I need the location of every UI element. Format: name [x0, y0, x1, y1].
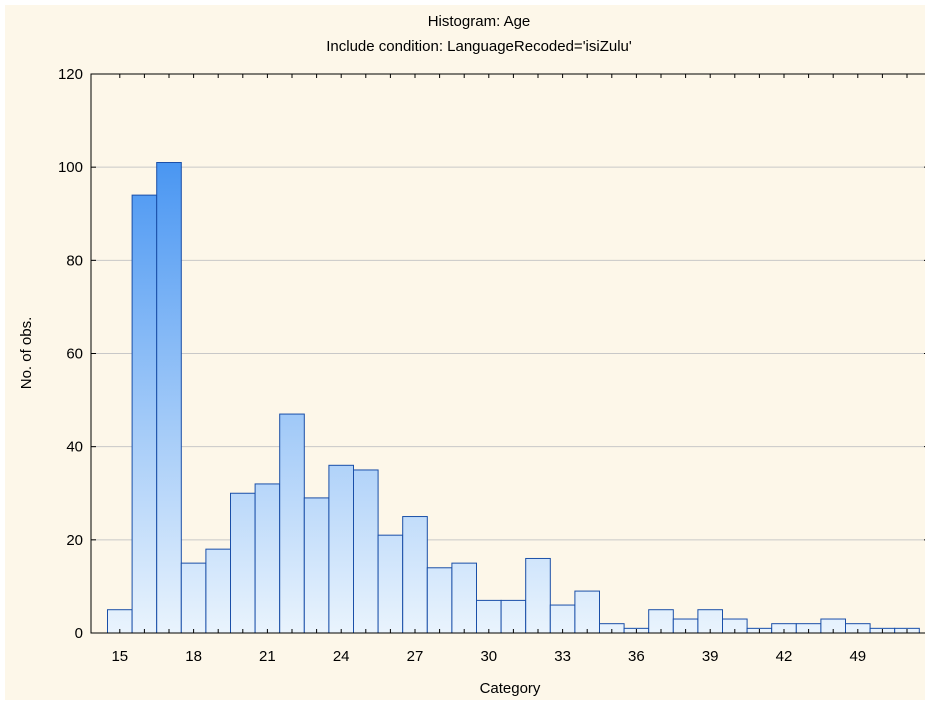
histogram-bar — [451, 562, 477, 634]
x-tick-label: 15 — [111, 648, 128, 665]
grid-lines — [91, 166, 925, 541]
y-tick-label: 60 — [66, 346, 83, 363]
histogram-chart: Histogram: Age Include condition: Langua… — [18, 13, 925, 697]
histogram-bar — [426, 567, 453, 634]
x-tick-label: 49 — [849, 648, 866, 665]
histogram-bar — [377, 534, 404, 634]
histogram-bar — [254, 483, 281, 634]
y-tick-label: 20 — [66, 532, 83, 549]
histogram-bar — [574, 590, 601, 634]
histogram-bar — [525, 557, 551, 634]
histogram-bar — [131, 194, 158, 634]
x-tick-label: 27 — [407, 648, 424, 665]
y-axis-title: No. of obs. — [18, 317, 35, 390]
x-tick-label: 30 — [480, 648, 497, 665]
chart-subtitle: Include condition: LanguageRecoded='isiZ… — [326, 38, 632, 55]
y-tick-label: 100 — [58, 159, 83, 176]
y-tick-label: 80 — [66, 252, 83, 269]
histogram-bar — [156, 162, 182, 634]
histogram-bar — [180, 562, 207, 634]
x-tick-label: 39 — [702, 648, 719, 665]
chart-frame: Histogram: Age Include condition: Langua… — [5, 5, 925, 700]
histogram-bar — [328, 464, 354, 634]
histogram-bar — [279, 413, 305, 634]
histogram-bar — [476, 599, 502, 634]
x-axis-title: Category — [480, 680, 541, 697]
x-tick-label: 36 — [628, 648, 645, 665]
histogram-bar — [353, 469, 379, 634]
histogram-bar — [402, 516, 428, 634]
x-tick-label: 42 — [776, 648, 793, 665]
bars — [107, 162, 920, 634]
x-tick-label: 18 — [185, 648, 202, 665]
x-tick-label: 33 — [554, 648, 571, 665]
histogram-bar — [205, 548, 231, 634]
y-tick-label: 40 — [66, 439, 83, 456]
x-tick-label: 24 — [333, 648, 350, 665]
histogram-bar — [230, 492, 256, 634]
histogram-bar — [500, 599, 527, 634]
y-tick-label: 0 — [75, 625, 83, 642]
x-tick-label: 21 — [259, 648, 276, 665]
x-axis-ticks: 15 18 21 24 27 30 33 36 39 42 49 — [111, 74, 908, 665]
histogram-bar — [303, 497, 330, 634]
chart-title: Histogram: Age — [428, 13, 531, 30]
histogram-bar — [549, 604, 576, 634]
y-tick-label: 120 — [58, 66, 83, 83]
y-axis-ticks: 0 20 40 60 80 100 120 — [58, 66, 925, 642]
